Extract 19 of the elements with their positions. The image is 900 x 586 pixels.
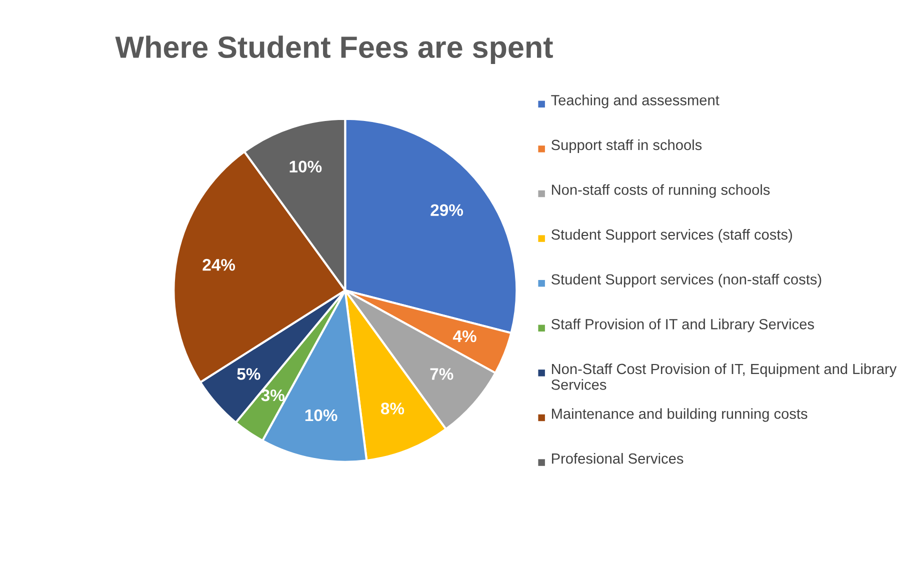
data-label: 4% xyxy=(452,330,476,342)
legend-label: Profesional Services xyxy=(552,453,684,464)
legend-label: Staff Provision of IT and Library Services xyxy=(551,318,814,332)
legend-label: Teaching and assessment xyxy=(551,94,720,108)
data-label: 3% xyxy=(261,389,284,402)
data-label: 10% xyxy=(305,409,338,422)
data-label: 5% xyxy=(237,368,260,380)
data-label: 7% xyxy=(430,368,454,380)
legend-label: Student Support services (non-staff costs) xyxy=(551,274,822,288)
legend-label: Support staff in schools xyxy=(551,139,702,154)
data-label: 29% xyxy=(430,204,464,216)
data-label: 8% xyxy=(380,402,404,414)
legend-label: Maintenance and building running costs xyxy=(552,408,808,422)
data-label: 24% xyxy=(202,258,236,271)
legend-label: Student Support services (staff costs) xyxy=(551,229,792,243)
legend-label: Non-staff costs of running schools xyxy=(552,184,770,198)
legend-label: Non-Staff Cost Provision of IT, Equipment and Library Services xyxy=(551,363,897,390)
chart-title: Where Student Fees are spent xyxy=(115,36,553,64)
data-label: 10% xyxy=(290,160,322,173)
